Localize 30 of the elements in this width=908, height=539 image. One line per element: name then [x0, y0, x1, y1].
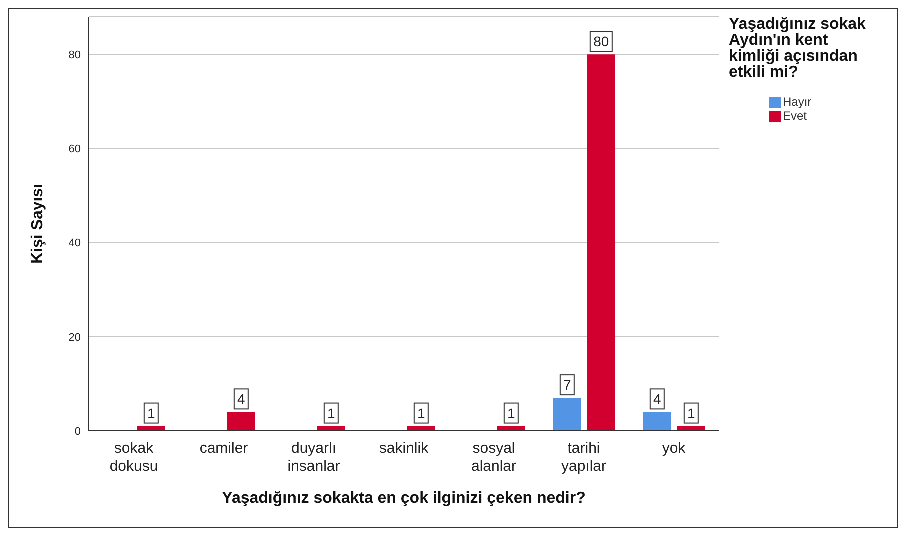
x-tick-label: sosyal alanlar — [471, 440, 517, 475]
y-tick-label: 40 — [68, 238, 81, 250]
y-tick-label: 20 — [68, 332, 81, 344]
data-label: 1 — [328, 405, 336, 422]
data-label: 80 — [594, 34, 610, 50]
x-tick-label: sokak dokusu — [110, 440, 158, 475]
data-label: 1 — [688, 405, 696, 422]
x-tick-label: sakinlik — [379, 440, 430, 457]
legend-label: Evet — [782, 109, 808, 123]
y-tick-label: 80 — [68, 50, 81, 62]
x-tick-label: tarihi yapılar — [561, 440, 607, 475]
y-axis-title: Kişi Sayısı — [30, 184, 47, 264]
x-tick-label: camiler — [200, 440, 248, 457]
data-label: 1 — [418, 405, 426, 422]
data-label: 4 — [238, 391, 246, 408]
data-label: 4 — [654, 391, 662, 408]
bar — [553, 398, 582, 431]
bar — [643, 412, 672, 431]
bar — [587, 54, 616, 431]
x-tick-label: duyarlı insanlar — [288, 440, 340, 475]
data-label: 1 — [508, 405, 516, 422]
x-axis-title: Yaşadığınız sokakta en çok ilginizi çeken nedir? — [222, 490, 586, 507]
data-label: 7 — [564, 377, 572, 394]
legend-title: Yaşadığınız sokak Aydın'ın kent kimliği açısından etkili mi? — [729, 16, 867, 81]
y-tick-label: 60 — [68, 144, 81, 156]
x-tick-label: yok — [662, 440, 686, 457]
data-label: 1 — [148, 405, 156, 422]
bar — [227, 412, 256, 431]
legend-label: Hayır — [782, 95, 813, 109]
y-tick-label: 0 — [74, 426, 81, 438]
